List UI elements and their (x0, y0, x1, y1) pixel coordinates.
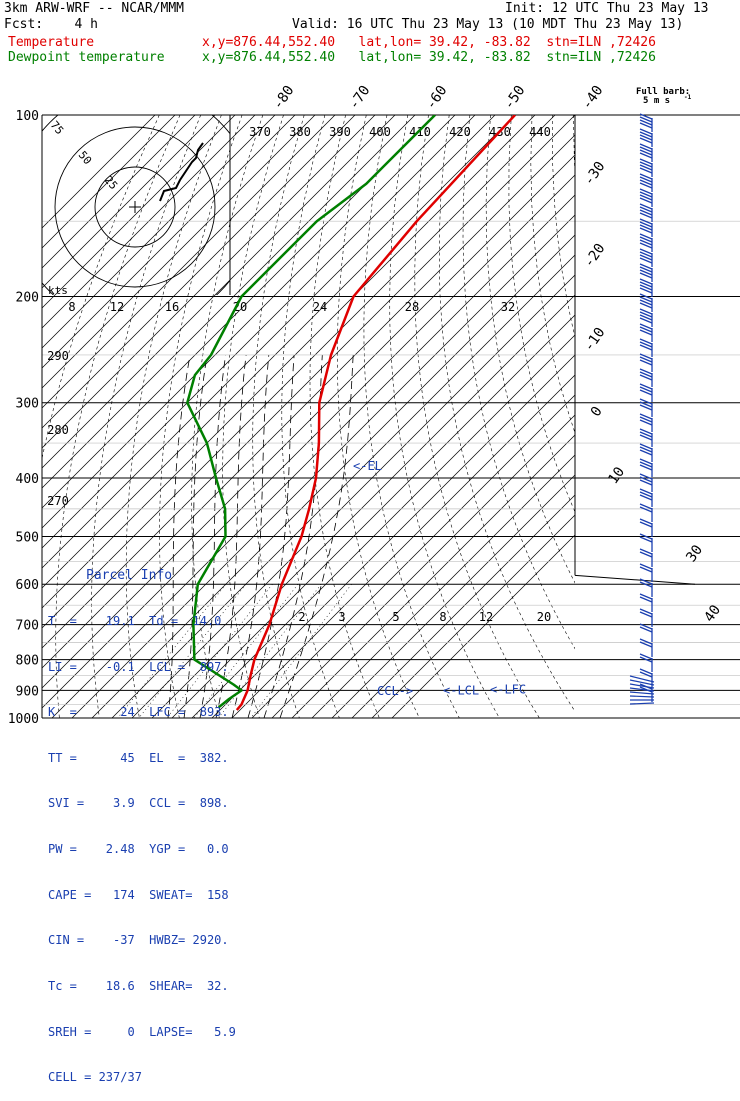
lfc-marker: <-LFC (490, 682, 526, 696)
ccl-marker: CCL-> (377, 684, 413, 698)
barb-key-unit-exponent: -1 (684, 94, 692, 101)
parcel-line: CELL = 237/37 (48, 1070, 236, 1085)
isotherm-label: 40 (701, 602, 724, 625)
pressure-label: 200 (16, 291, 39, 306)
isotherm (372, 115, 740, 718)
parcel-line: SVI = 3.9 CCL = 898. (48, 796, 236, 811)
parcel-line: T = 19.1 Td = 14.0 (48, 614, 236, 629)
isotherm (172, 115, 740, 718)
pressure-label: 800 (16, 654, 39, 669)
theta-label: 420 (449, 125, 471, 139)
mixing-ratio-label: 12 (479, 610, 493, 624)
wind-barb (630, 703, 654, 704)
speed-label: 24 (313, 300, 327, 314)
speed-label: 8 (68, 300, 75, 314)
speed-label: 16 (165, 300, 179, 314)
lcl-marker: <-LCL (443, 684, 479, 698)
mixing-ratio-label: 20 (537, 610, 551, 624)
speed-label: 32 (501, 300, 515, 314)
mixing-ratio-label: 8 (439, 610, 446, 624)
wind-barb (630, 692, 654, 694)
speed-label: 12 (110, 300, 124, 314)
isotherm-label: 10 (605, 464, 628, 487)
isotherm (252, 115, 740, 718)
dry-adiabat (364, 115, 460, 718)
dry-adiabat (509, 115, 700, 718)
theta-label: 280 (47, 423, 69, 437)
speed-unit-label: kts (48, 284, 68, 297)
parcel-line: K = 24 LFC = 893. (48, 705, 236, 720)
theta-label: 290 (47, 349, 69, 363)
isotherm (352, 115, 740, 718)
pressure-label: 400 (16, 472, 39, 487)
parcel-line: PW = 2.48 YGP = 0.0 (48, 842, 236, 857)
pressure-label: 900 (16, 684, 39, 699)
pressure-label: 100 (16, 109, 39, 124)
isotherm-label: -10 (581, 325, 609, 355)
hodograph-ring-label: 25 (102, 174, 120, 193)
isotherm (192, 115, 740, 718)
hodograph-trace (160, 143, 203, 201)
parcel-line: CIN = -37 HWBZ= 2920. (48, 933, 236, 948)
hodograph-ring-label: 50 (76, 149, 94, 168)
dry-adiabat (253, 115, 305, 718)
theta-label: 270 (47, 494, 69, 508)
temperature-profile (237, 115, 515, 710)
theta-label: 390 (329, 125, 351, 139)
mixing-ratio-label: 3 (338, 610, 345, 624)
parcel-line: TT = 45 EL = 382. (48, 751, 236, 766)
dry-adiabat (636, 115, 740, 718)
dry-adiabat (656, 115, 740, 718)
isotherm (292, 115, 740, 718)
speed-label: 28 (405, 300, 419, 314)
mixing-ratio-label: 5 (392, 610, 399, 624)
theta-label: 380 (289, 125, 311, 139)
parcel-line: LI = -0.1 LCL = 897. (48, 660, 236, 675)
parcel-line: Tc = 18.6 SHEAR= 32. (48, 979, 236, 994)
dry-adiabat (439, 115, 579, 718)
isotherm-label: -80 (270, 83, 298, 113)
dry-adiabat (615, 115, 740, 718)
dry-adiabat (594, 115, 740, 718)
dry-adiabat (531, 115, 740, 718)
isotherm (312, 115, 740, 718)
isotherm-label: -60 (423, 83, 451, 113)
isotherm-label: -40 (579, 83, 607, 113)
isotherm-label: -30 (581, 159, 609, 189)
wind-barb (630, 696, 654, 697)
parcel-info-title: Parcel Info (86, 568, 236, 583)
mixing-ratio-label: 2 (298, 610, 305, 624)
pressure-label: 500 (16, 530, 39, 545)
theta-label: 370 (249, 125, 271, 139)
isotherm-label: 0 (588, 404, 606, 420)
parcel-line: CAPE = 174 SWEAT= 158 (48, 888, 236, 903)
dry-adiabat (677, 115, 740, 718)
barb-key-unit: 5 m s (643, 96, 670, 106)
pressure-label: 600 (16, 578, 39, 593)
isotherm-label: -50 (501, 83, 529, 113)
isotherm-label: -20 (581, 241, 609, 271)
pressure-label: 300 (16, 397, 39, 412)
dry-adiabat (486, 115, 659, 718)
wind-barbs (630, 114, 654, 704)
dry-adiabat (337, 115, 419, 718)
isotherm-label: -70 (346, 83, 374, 113)
right-axis-extension (575, 575, 695, 584)
pressure-label: 700 (16, 619, 39, 634)
theta-label: 440 (529, 125, 551, 139)
el-marker: <-EL (353, 459, 382, 473)
annotations: <-EL CCL-> <-LCL <-LFC (353, 459, 526, 698)
dry-adiabat (698, 115, 740, 718)
pressure-label: 1000 (8, 712, 39, 727)
parcel-line: SREH = 0 LAPSE= 5.9 (48, 1025, 236, 1040)
theta-label: 400 (369, 125, 391, 139)
parcel-info-panel: Parcel Info T = 19.1 Td = 14.0 LI = -0.1… (48, 538, 236, 1101)
